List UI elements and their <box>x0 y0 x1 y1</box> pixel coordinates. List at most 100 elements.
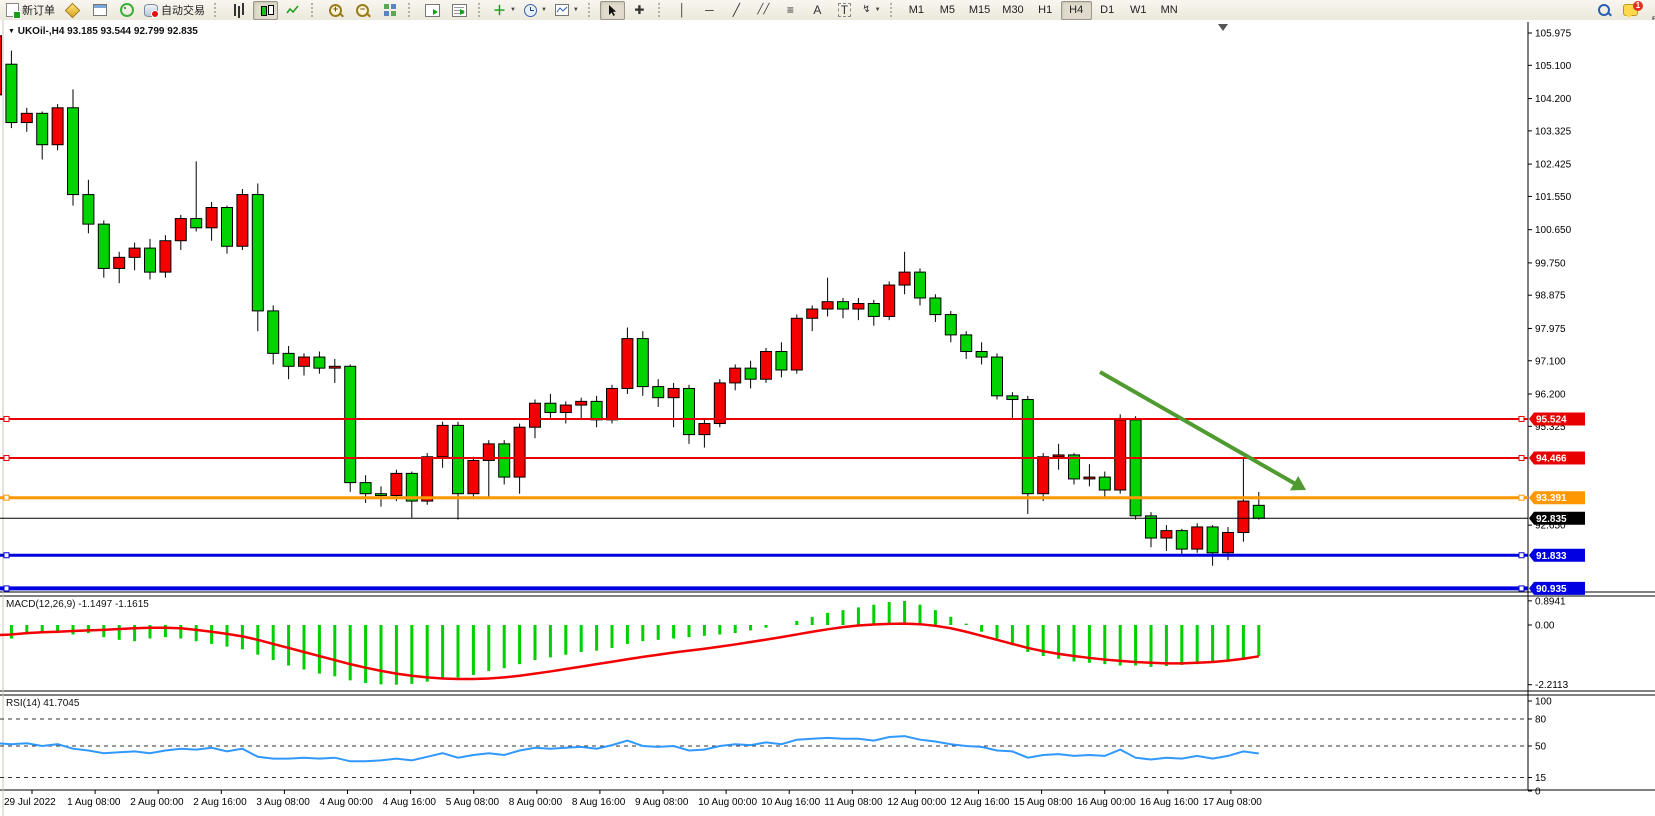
timeframe-button-d1[interactable]: D1 <box>1100 4 1115 16</box>
timeframe-button-m1[interactable]: M1 <box>908 4 925 16</box>
price-tick-label: 104.200 <box>1535 94 1572 105</box>
cursor-button[interactable] <box>599 0 625 20</box>
account-diamond-icon <box>64 2 81 18</box>
timeframe-button-h4[interactable]: H4 <box>1060 0 1092 20</box>
zoom-in-button[interactable]: + <box>323 1 348 20</box>
timeframe-button-m30[interactable]: M30 <box>1002 4 1024 16</box>
price-badge-label: 92.835 <box>1536 514 1567 525</box>
fibonacci-icon: ≡ <box>786 3 794 17</box>
macd-rsi-separator[interactable] <box>0 691 1655 695</box>
toolbar-grip <box>657 3 664 17</box>
chart-type-group <box>223 0 308 20</box>
candle <box>328 365 341 369</box>
templates-button[interactable]: ▼ <box>552 1 582 20</box>
toolbar-grip <box>408 3 414 17</box>
candle <box>1252 504 1265 519</box>
channel-icon: ╱╱ <box>757 4 770 15</box>
trendline-button[interactable]: ╱ <box>724 1 749 20</box>
time-axis[interactable]: 29 Jul 2022 1 Aug 08:00 2 Aug 00:00 2 Aug 1… <box>4 790 1262 808</box>
vertical-line-button[interactable]: │ <box>670 1 695 20</box>
autotrading-icon <box>144 3 159 18</box>
candle <box>190 218 203 229</box>
account-button[interactable] <box>60 1 85 20</box>
candle <box>914 271 926 299</box>
line-chart-button[interactable] <box>280 1 305 20</box>
arrows-button[interactable]: ↯ ▼ <box>859 1 884 20</box>
candle <box>1052 454 1065 458</box>
candle <box>636 338 649 388</box>
timeframe-button-m15[interactable]: M15 <box>968 4 991 16</box>
candle <box>113 256 126 269</box>
toolbar-grip <box>478 3 484 17</box>
candlestick-chart-button[interactable] <box>253 0 278 20</box>
timeframe-button-m5[interactable]: M5 <box>939 4 956 16</box>
zoom-in-icon: + <box>329 3 342 17</box>
timeframe-button-h1[interactable]: H1 <box>1038 4 1053 16</box>
equidistant-channel-button[interactable]: ╱╱ E <box>751 1 1655 23</box>
candle <box>698 423 711 436</box>
horizontal-line-button[interactable]: ─ <box>697 1 722 20</box>
crosshair-button[interactable]: ✚ <box>627 1 652 20</box>
autotrading-button[interactable]: 自动交易 <box>141 1 208 20</box>
macd-layer <box>0 600 1261 685</box>
price-tick-label: 101.550 <box>1535 192 1572 203</box>
text-label-button[interactable]: T <box>832 1 857 20</box>
main-macd-separator[interactable] <box>0 592 1655 596</box>
text-label-icon: T <box>837 3 852 17</box>
zoom-out-button[interactable]: − <box>350 1 375 20</box>
price-axis[interactable]: 105.975 105.100 104.200 103.325 102.425 101.5… <box>1528 29 1572 532</box>
collapse-triangle-icon[interactable]: ▼ <box>8 28 15 35</box>
candle <box>683 387 695 436</box>
chart-ohlc-values: 93.185 93.544 92.799 92.835 <box>67 26 198 37</box>
horizontal-line-icon: ─ <box>705 3 714 17</box>
candle <box>482 443 495 461</box>
search-button[interactable] <box>1591 1 1616 20</box>
price-badge-label: 94.466 <box>1536 454 1567 465</box>
candle <box>929 297 942 316</box>
indicators-button[interactable]: ＋ ▼ <box>490 1 519 20</box>
fibonacci-button[interactable]: ≡ F <box>778 1 1655 23</box>
rsi-name: RSI(14) <box>6 698 41 709</box>
new-order-button[interactable]: 新订单 <box>3 1 58 20</box>
time-axis-label: 5 Aug 08:00 <box>446 797 500 808</box>
notifications-button[interactable]: 1 <box>1618 1 1643 20</box>
candle <box>344 365 357 484</box>
chart-title[interactable]: ▼ UKOil-,H4 93.185 93.544 92.799 92.835 <box>8 26 198 37</box>
timeframe-button-mn[interactable]: MN <box>1160 4 1178 16</box>
time-axis-label: 17 Aug 08:00 <box>1203 797 1262 808</box>
indicators-add-icon: ＋ <box>493 2 507 18</box>
chart-shift-marker[interactable] <box>1218 24 1228 31</box>
tile-windows-button[interactable] <box>377 1 402 20</box>
periods-button[interactable]: ▼ <box>521 1 550 20</box>
candle <box>790 317 803 371</box>
trend-arrow[interactable] <box>1099 370 1299 487</box>
rsi-scale-label: 80 <box>1535 715 1547 726</box>
clock-icon <box>523 3 537 17</box>
candle <box>1114 419 1127 491</box>
candle <box>1037 456 1050 495</box>
text-button[interactable]: A <box>805 1 830 20</box>
charts-window-button[interactable] <box>87 1 112 20</box>
trade-group: 新订单 自动交易 <box>0 0 211 20</box>
bar-chart-button[interactable] <box>226 1 251 20</box>
new-order-icon <box>6 3 20 18</box>
auto-scroll-button[interactable] <box>420 1 445 20</box>
caret-down-icon: ▼ <box>540 7 547 13</box>
right-tools-group: 1 <box>1588 0 1655 20</box>
price-chart-canvas[interactable]: 105.975 105.100 104.200 103.325 102.425 101.5… <box>0 20 1655 816</box>
price-tick-label: 98.875 <box>1535 291 1566 302</box>
bar-chart-icon <box>233 4 245 16</box>
price-badge-label: 95.524 <box>1536 414 1567 425</box>
toolbar-grip <box>311 3 317 17</box>
candle <box>51 107 64 146</box>
chart-shift-button[interactable] <box>447 1 472 20</box>
candles-layer <box>0 35 1265 566</box>
price-tick-label: 102.425 <box>1535 160 1572 171</box>
trend-arrow-head <box>1290 476 1306 491</box>
timeframe-button-w1[interactable]: W1 <box>1129 4 1147 16</box>
auto-scroll-icon <box>425 3 440 17</box>
timeframe-group: M1 M5 M15 M30 H1 H4 D1 W1 MN <box>899 0 1187 20</box>
price-badge <box>1529 491 1585 505</box>
signals-button[interactable] <box>114 1 139 20</box>
hlines-layer[interactable] <box>0 415 1528 592</box>
